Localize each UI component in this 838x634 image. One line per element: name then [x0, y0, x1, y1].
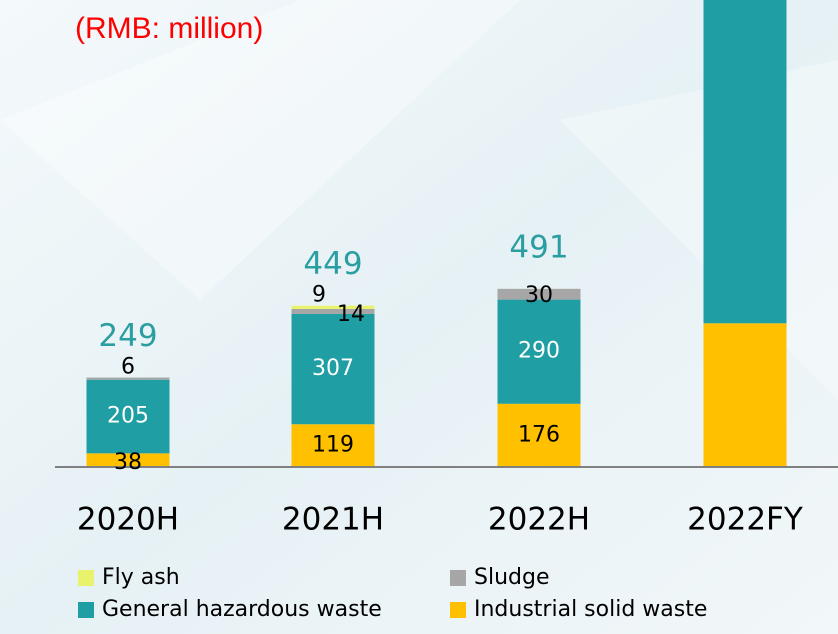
x-tick-label: 2022FY	[687, 502, 803, 538]
decor	[0, 0, 520, 300]
data-label: 205	[107, 404, 149, 429]
total-label: 449	[303, 246, 362, 282]
bar-segment	[86, 377, 170, 380]
legend-swatch	[78, 602, 94, 618]
bar-segment	[291, 305, 375, 309]
total-label: 249	[98, 318, 157, 354]
data-label: 176	[518, 422, 560, 447]
total-label: 491	[509, 229, 568, 265]
x-tick-label: 2021H	[282, 502, 384, 538]
legend-swatch	[450, 570, 466, 586]
data-label: 30	[525, 283, 553, 308]
bar-segment	[497, 403, 581, 467]
legend-label: General hazardous waste	[102, 597, 382, 622]
bar-segment	[703, 323, 787, 467]
bar-segment	[86, 453, 170, 467]
bar-segment	[291, 424, 375, 467]
data-label: 307	[312, 356, 354, 381]
bar-segment	[497, 288, 581, 300]
bar-segment	[291, 313, 375, 425]
x-tick-label: 2020H	[77, 502, 179, 538]
subtitle: (RMB: million)	[75, 12, 263, 45]
bar-segment	[497, 299, 581, 404]
data-label: 6	[121, 355, 135, 380]
plot	[86, 0, 787, 467]
bar-segment	[86, 379, 170, 454]
bar-segment	[291, 308, 375, 314]
legend-label: Fly ash	[102, 565, 180, 590]
x-tick-label: 2022H	[488, 502, 590, 538]
data-label: 38	[114, 450, 142, 475]
legend-label: Sludge	[474, 565, 550, 590]
data-label: 9	[312, 283, 326, 308]
data-label: 290	[518, 339, 560, 364]
bar-segment	[703, 0, 787, 324]
legend-label: Industrial solid waste	[474, 597, 707, 622]
data-label: 119	[312, 433, 354, 458]
data-label: 14	[337, 302, 365, 327]
legend-swatch	[450, 602, 466, 618]
legend-swatch	[78, 570, 94, 586]
